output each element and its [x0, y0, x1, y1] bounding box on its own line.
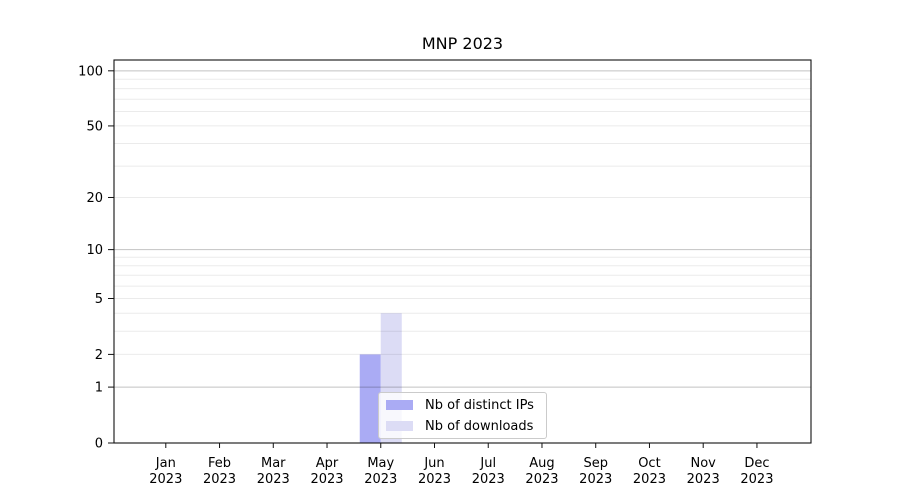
y-tick-label: 0	[95, 437, 103, 452]
x-tick-label-month: Jan	[155, 456, 176, 471]
legend-swatch-downloads	[386, 421, 413, 431]
axes-frame	[113, 59, 812, 444]
x-tick-label-year: 2023	[579, 472, 612, 487]
y-tick-label: 2	[95, 348, 103, 363]
x-tick-label-month: Feb	[208, 456, 231, 471]
legend-item-downloads: Nb of downloads	[386, 417, 538, 435]
y-tick-label: 100	[78, 64, 103, 79]
x-tick-label-year: 2023	[149, 472, 182, 487]
x-tick-label-month: Sep	[583, 456, 608, 471]
x-tick-label-year: 2023	[257, 472, 290, 487]
y-tick-label: 5	[95, 292, 103, 307]
bar-nb-of-distinct-ips-may	[359, 354, 381, 443]
x-tick-label-month: Jun	[423, 456, 444, 471]
chart-title: MNP 2023	[421, 34, 504, 53]
x-tick-label-year: 2023	[633, 472, 666, 487]
x-tick-label-month: Apr	[316, 456, 339, 471]
x-tick-label-year: 2023	[472, 472, 505, 487]
x-tick-label-month: May	[367, 456, 394, 471]
legend-label-distinct-ips: Nb of distinct IPs	[425, 397, 534, 413]
x-tick-label-year: 2023	[203, 472, 236, 487]
y-tick-label: 1	[95, 381, 103, 396]
legend-label-downloads: Nb of downloads	[425, 418, 534, 434]
x-tick-label-month: Nov	[691, 456, 717, 471]
x-tick-label-year: 2023	[525, 472, 558, 487]
x-tick-label-month: Dec	[744, 456, 769, 471]
x-tick-label-month: Jul	[479, 456, 496, 471]
y-tick-label: 10	[86, 243, 103, 258]
y-tick-label: 20	[86, 191, 103, 206]
y-tick-label: 50	[86, 119, 103, 134]
legend-item-distinct-ips: Nb of distinct IPs	[386, 396, 538, 414]
x-tick-label-year: 2023	[310, 472, 343, 487]
x-tick-label-year: 2023	[364, 472, 397, 487]
x-tick-label-month: Aug	[529, 456, 554, 471]
legend: Nb of distinct IPs Nb of downloads	[378, 392, 547, 439]
legend-swatch-distinct-ips	[386, 400, 413, 410]
x-tick-label-month: Oct	[638, 456, 660, 471]
x-tick-label-year: 2023	[687, 472, 720, 487]
x-tick-label-month: Mar	[261, 456, 286, 471]
x-tick-label-year: 2023	[418, 472, 451, 487]
x-tick-label-year: 2023	[740, 472, 773, 487]
